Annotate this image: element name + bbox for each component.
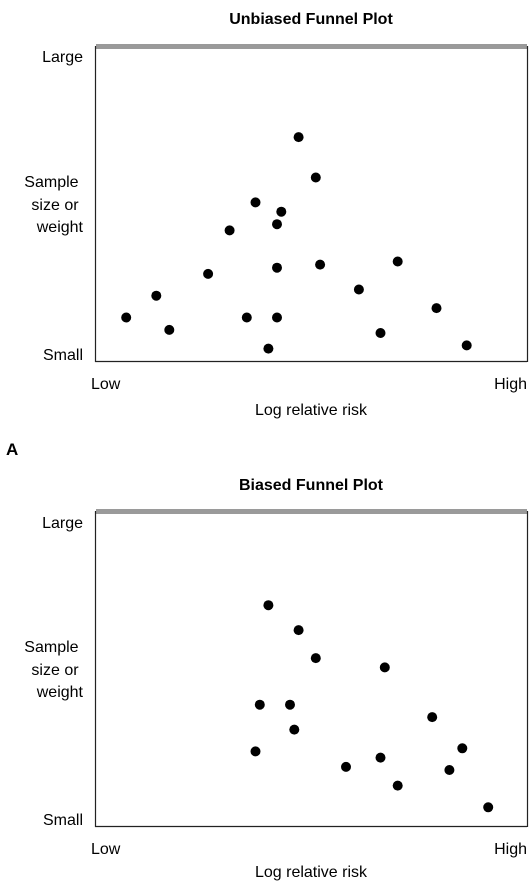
unbiased-point-7 <box>272 262 282 273</box>
biased-point-4 <box>379 662 390 673</box>
unbiased-y-axis-label-line-2: size or <box>31 197 79 214</box>
biased-point-13 <box>392 780 403 791</box>
biased-y-axis-label-line-1: Sample <box>24 639 78 656</box>
biased-point-9 <box>250 746 261 757</box>
unbiased-point-16 <box>241 312 252 323</box>
unbiased-point-19 <box>263 343 274 354</box>
unbiased-point-15 <box>164 324 175 335</box>
biased-x-left-label: Low <box>91 841 121 858</box>
unbiased-point-14 <box>431 303 442 314</box>
biased-point-7 <box>289 724 300 735</box>
unbiased-y-bottom-label: Small <box>43 347 83 364</box>
biased-point-10 <box>341 761 351 772</box>
biased-point-11 <box>375 752 386 763</box>
biased-point-15 <box>483 802 494 813</box>
biased-point-8 <box>427 712 438 723</box>
biased-point-14 <box>444 765 455 775</box>
biased-chart: Biased Funnel Plot Large Small Sample si… <box>24 477 529 881</box>
unbiased-point-3 <box>250 197 261 208</box>
unbiased-point-13 <box>121 312 132 323</box>
unbiased-y-axis-label-line-3: weight <box>36 219 84 236</box>
unbiased-point-9 <box>315 259 326 270</box>
biased-point-5 <box>254 699 265 710</box>
unbiased-point-5 <box>272 219 282 230</box>
unbiased-y-axis-label: Sample size or weight <box>24 174 83 236</box>
unbiased-point-17 <box>272 312 282 323</box>
unbiased-point-8 <box>203 268 214 279</box>
biased-x-right-label: High <box>494 841 527 858</box>
biased-y-bottom-label: Small <box>43 812 83 829</box>
biased-point-1 <box>263 600 274 611</box>
unbiased-point-20 <box>461 340 472 351</box>
unbiased-points <box>121 132 472 354</box>
panel-label-a: A <box>6 440 18 459</box>
unbiased-point-11 <box>353 284 364 295</box>
unbiased-point-18 <box>375 328 386 338</box>
unbiased-x-left-label: Low <box>91 376 121 393</box>
biased-point-6 <box>285 699 295 710</box>
unbiased-point-4 <box>276 206 287 217</box>
biased-point-3 <box>310 653 321 664</box>
unbiased-point-10 <box>392 256 403 267</box>
unbiased-point-12 <box>151 290 162 301</box>
unbiased-y-axis-label-line-1: Sample <box>24 174 78 191</box>
biased-x-axis-label: Log relative risk <box>255 864 368 881</box>
unbiased-y-top-label: Large <box>42 49 83 66</box>
unbiased-x-right-label: High <box>494 376 527 393</box>
biased-points <box>250 600 494 813</box>
biased-y-axis-label-line-2: size or <box>31 662 79 679</box>
biased-y-top-label: Large <box>42 515 83 532</box>
biased-y-axis-label: Sample size or weight <box>24 639 83 701</box>
biased-chart-title: Biased Funnel Plot <box>239 477 384 494</box>
biased-point-12 <box>457 743 468 754</box>
unbiased-chart-title: Unbiased Funnel Plot <box>229 11 393 28</box>
unbiased-chart: Unbiased Funnel Plot Large Small Sample … <box>24 11 529 419</box>
unbiased-point-1 <box>293 132 304 143</box>
unbiased-x-axis-label: Log relative risk <box>255 402 368 419</box>
unbiased-point-2 <box>310 172 321 183</box>
biased-y-axis-label-line-3: weight <box>36 684 84 701</box>
biased-point-2 <box>293 625 304 636</box>
unbiased-point-6 <box>224 225 235 236</box>
